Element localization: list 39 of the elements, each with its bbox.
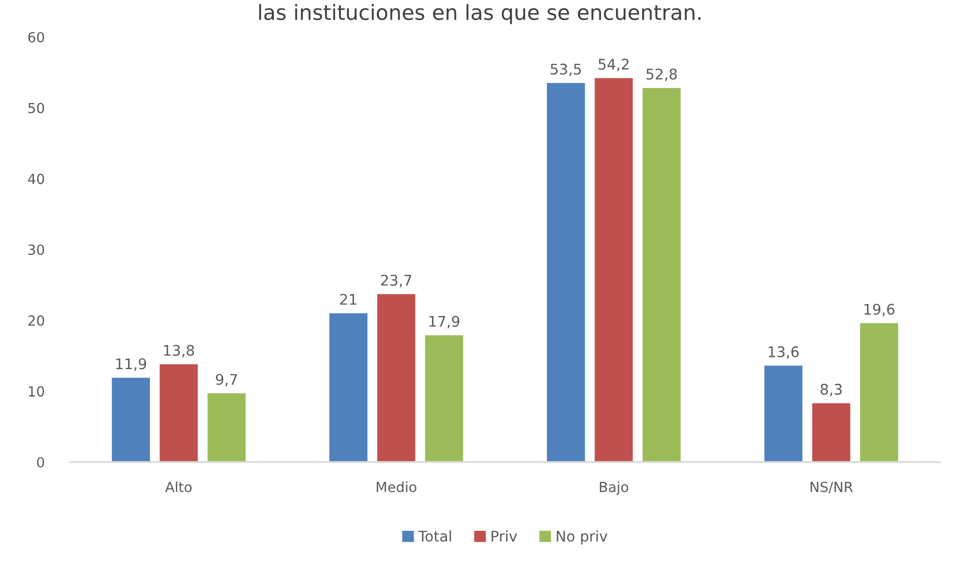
bar [377, 294, 416, 462]
data-label: 13,8 [164, 344, 194, 358]
bar [812, 403, 850, 462]
bar [860, 323, 898, 462]
bar [112, 378, 150, 462]
legend-label: Total [418, 530, 451, 542]
chart-title: las instituciones en las que se encuentran. [259, 4, 701, 24]
legend-label: No priv [556, 530, 608, 544]
x-tick-label: Medio [376, 481, 416, 492]
data-label: 21 [340, 294, 356, 305]
data-label: 9,7 [216, 374, 237, 386]
y-tick-label: 30 [28, 244, 44, 255]
y-tick-label: 40 [28, 174, 44, 184]
data-label: 8,3 [820, 384, 842, 396]
data-label: 11,9 [116, 358, 146, 371]
data-label: 19,6 [864, 304, 894, 316]
data-label: 53,5 [550, 64, 581, 76]
data-label: 54,2 [598, 58, 629, 72]
data-label: 52,8 [646, 68, 677, 82]
data-label: 13,6 [768, 346, 799, 359]
bar [208, 393, 246, 462]
bar [329, 313, 368, 462]
y-tick-label: 60 [28, 32, 44, 42]
y-tick-label: 20 [28, 315, 44, 326]
legend-label: Priv [492, 530, 518, 542]
y-tick-label: 10 [28, 386, 44, 397]
x-tick-label: Bajo [600, 481, 628, 495]
x-tick-label: NS/NR [810, 482, 853, 494]
bar [594, 78, 633, 462]
bar [546, 83, 585, 462]
bar [764, 366, 802, 462]
bar [642, 88, 681, 462]
data-label: 17,9 [429, 316, 460, 328]
bar [160, 364, 198, 462]
y-tick-label: 0 [37, 456, 44, 468]
y-tick-label: 50 [28, 102, 44, 114]
bar [425, 335, 464, 462]
x-tick-label: Alto [165, 481, 192, 492]
data-label: 23,7 [381, 274, 412, 288]
